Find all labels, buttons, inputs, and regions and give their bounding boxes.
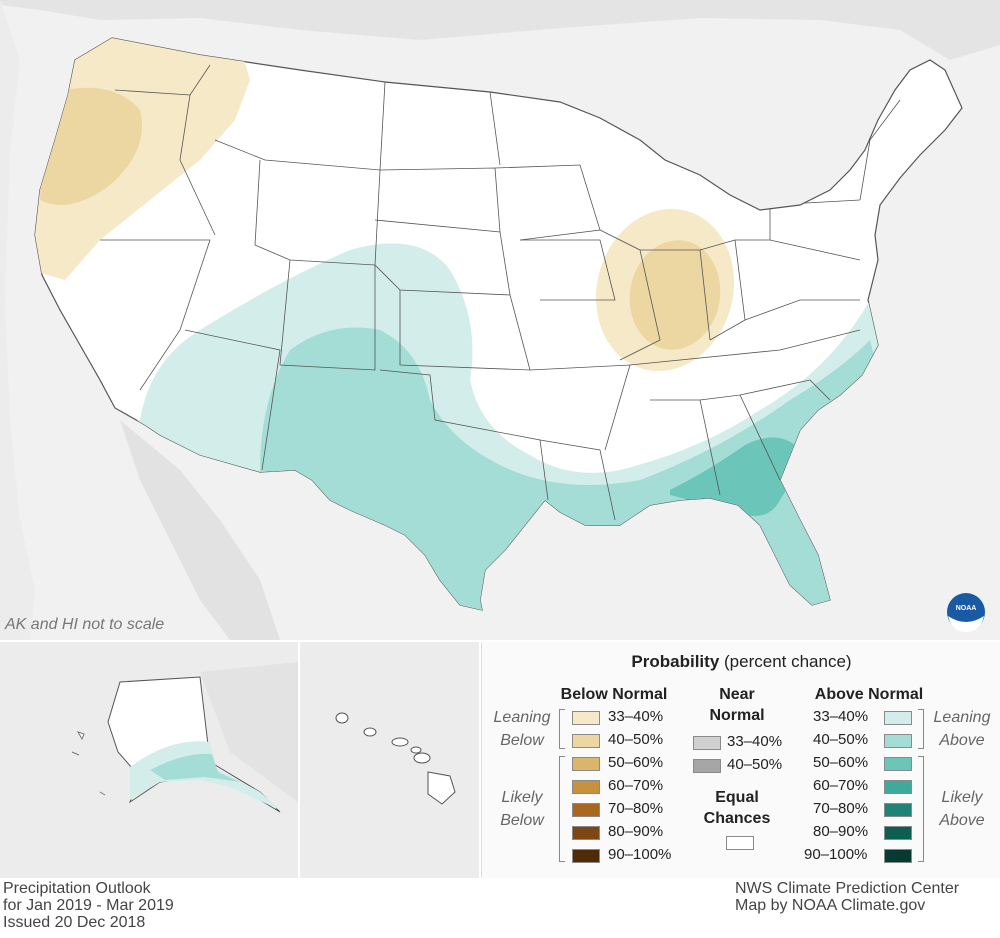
below-label-6: 80–90% bbox=[608, 823, 664, 840]
below-swatch-1 bbox=[572, 711, 600, 725]
above-swatch-6 bbox=[884, 826, 912, 840]
above-swatch-4 bbox=[884, 780, 912, 794]
likely-below-label: Likely Below bbox=[488, 786, 556, 832]
legend-panel: Probability (percent chance) Below Norma… bbox=[481, 642, 1000, 878]
likely-above-label-1: Likely bbox=[941, 789, 983, 806]
below-swatch-6 bbox=[572, 826, 600, 840]
equal-chances-heading-2: Chances bbox=[703, 810, 771, 827]
footer-right: NWS Climate Prediction Center Map by NOA… bbox=[735, 880, 959, 914]
alaska-inset bbox=[0, 642, 298, 878]
below-swatch-2 bbox=[572, 734, 600, 748]
below-label-3: 50–60% bbox=[608, 754, 664, 771]
leaning-below-label: Leaning Below bbox=[488, 706, 556, 752]
below-label-7: 90–100% bbox=[608, 846, 672, 863]
below-swatch-7 bbox=[572, 849, 600, 863]
likely-above-label: Likely Above bbox=[926, 786, 998, 832]
legend-title-bold: Probability bbox=[631, 652, 720, 671]
ohio-valley-below-40-50-area bbox=[629, 240, 721, 350]
likely-above-bracket bbox=[918, 756, 924, 862]
leaning-above-bracket bbox=[918, 709, 924, 749]
leaning-below-label-2: Below bbox=[500, 732, 544, 749]
above-swatch-7 bbox=[884, 849, 912, 863]
hawaii-inset-map bbox=[300, 642, 479, 878]
leaning-below-label-1: Leaning bbox=[493, 709, 551, 726]
credit-climate-gov: Map by NOAA Climate.gov bbox=[735, 897, 926, 914]
scale-note: AK and HI not to scale bbox=[5, 616, 165, 633]
equal-chances-swatch bbox=[726, 836, 754, 850]
above-label-5: 70–80% bbox=[813, 800, 869, 817]
alaska-inset-map bbox=[0, 642, 298, 878]
near-normal-heading-2: Normal bbox=[709, 707, 765, 724]
outlook-title: Precipitation Outlook bbox=[3, 880, 151, 897]
above-swatch-2 bbox=[884, 734, 912, 748]
noaa-logo-icon: NOAA bbox=[947, 593, 985, 632]
issue-date: Issued 20 Dec 2018 bbox=[3, 914, 146, 931]
above-label-7: 90–100% bbox=[804, 846, 868, 863]
near-swatch-2 bbox=[693, 759, 721, 773]
below-swatch-5 bbox=[572, 803, 600, 817]
hawaii-inset bbox=[300, 642, 479, 878]
equal-chances-heading-1: Equal bbox=[715, 789, 759, 806]
leaning-above-label: Leaning Above bbox=[926, 706, 998, 752]
credit-cpc: NWS Climate Prediction Center bbox=[735, 880, 960, 897]
above-label-1: 33–40% bbox=[813, 708, 869, 725]
svg-text:NOAA: NOAA bbox=[956, 605, 977, 612]
below-normal-heading: Below Normal bbox=[560, 686, 668, 703]
near-swatch-1 bbox=[693, 736, 721, 750]
likely-below-label-2: Below bbox=[500, 812, 544, 829]
above-label-2: 40–50% bbox=[813, 731, 869, 748]
se-above-50-60-area bbox=[670, 437, 796, 516]
above-swatch-5 bbox=[884, 803, 912, 817]
above-swatch-3 bbox=[884, 757, 912, 771]
near-label-1: 33–40% bbox=[727, 733, 783, 750]
legend-title-rest: (percent chance) bbox=[719, 652, 852, 671]
below-swatch-4 bbox=[572, 780, 600, 794]
near-normal-heading-1: Near bbox=[719, 686, 755, 703]
above-label-6: 80–90% bbox=[813, 823, 869, 840]
below-swatch-3 bbox=[572, 757, 600, 771]
legend-title: Probability (percent chance) bbox=[482, 652, 1000, 672]
above-swatch-1 bbox=[884, 711, 912, 725]
main-precipitation-map: NOAA bbox=[0, 0, 1000, 640]
above-label-4: 60–70% bbox=[813, 777, 869, 794]
leaning-below-bracket bbox=[559, 709, 565, 749]
below-label-5: 70–80% bbox=[608, 800, 664, 817]
near-label-2: 40–50% bbox=[727, 756, 783, 773]
leaning-above-label-2: Above bbox=[939, 732, 985, 749]
nw-below-40-50-area bbox=[40, 87, 142, 205]
above-label-3: 50–60% bbox=[813, 754, 869, 771]
outlook-period: for Jan 2019 - Mar 2019 bbox=[3, 897, 174, 914]
below-label-2: 40–50% bbox=[608, 731, 664, 748]
likely-below-bracket bbox=[559, 756, 565, 862]
footer-left: Precipitation Outlook for Jan 2019 - Mar… bbox=[3, 880, 174, 931]
likely-above-label-2: Above bbox=[939, 812, 985, 829]
leaning-above-label-1: Leaning bbox=[933, 709, 991, 726]
above-normal-heading: Above Normal bbox=[814, 686, 924, 703]
likely-below-label-1: Likely bbox=[501, 789, 543, 806]
below-label-1: 33–40% bbox=[608, 708, 664, 725]
below-label-4: 60–70% bbox=[608, 777, 664, 794]
